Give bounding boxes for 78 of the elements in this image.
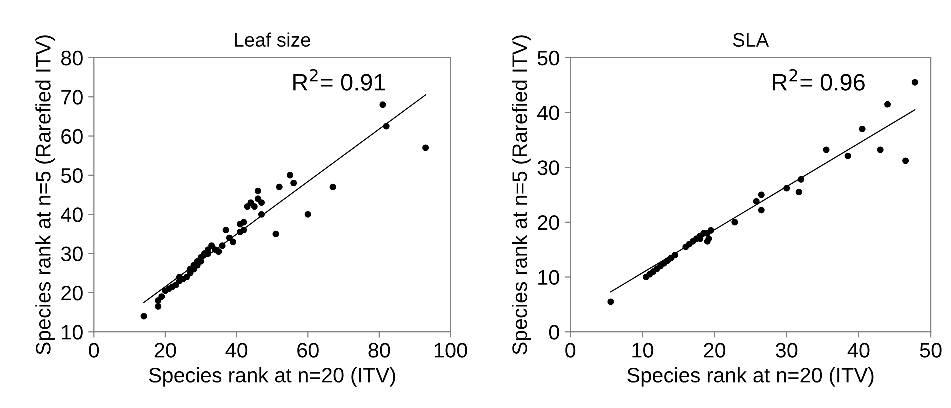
annotation: R$^{2}$= 0.96 <box>773 69 865 91</box>
point <box>304 211 312 218</box>
point <box>704 238 711 245</box>
x-axis-title: Species rank at n=20 (ITV) <box>628 368 874 387</box>
y-tick-label: 50 <box>61 168 83 184</box>
point <box>287 172 294 179</box>
point <box>753 198 760 205</box>
x-tick-label: 100 <box>434 343 468 358</box>
x-tick-label: 10 <box>632 343 654 358</box>
x-tick-label: 20 <box>154 343 176 358</box>
point <box>859 126 866 132</box>
point <box>330 184 336 190</box>
x-tick-label: 30 <box>776 343 798 358</box>
chart-title: SLA <box>733 33 770 48</box>
point <box>708 227 714 234</box>
point <box>216 248 222 256</box>
x-tick-label: 20 <box>704 343 726 358</box>
point <box>380 102 386 108</box>
point <box>383 123 390 130</box>
point <box>219 242 226 250</box>
point <box>230 238 236 246</box>
point <box>258 200 266 206</box>
point <box>251 204 258 210</box>
point <box>784 185 790 192</box>
y-tick-label: 30 <box>61 246 83 262</box>
x-tick-label: 0 <box>566 343 576 358</box>
y-tick-label: 80 <box>61 50 83 66</box>
point <box>672 252 678 259</box>
y-tick-label: 10 <box>538 270 560 286</box>
point <box>172 282 180 288</box>
point <box>240 219 248 226</box>
point <box>222 227 230 234</box>
x-axis-title: Species rank at n=20 (ITV) <box>149 368 396 387</box>
point <box>884 101 892 108</box>
point <box>798 176 805 183</box>
x-tick-label: 50 <box>920 343 942 358</box>
y-tick-label: 0 <box>549 325 560 340</box>
y-tick-label: 60 <box>62 129 83 144</box>
point <box>912 79 918 86</box>
y-axis-title: Species rank at n=5 (Rarefied ITV) <box>36 36 56 355</box>
y-tick-label: 30 <box>538 160 560 176</box>
point <box>226 234 233 242</box>
point <box>276 184 283 190</box>
y-axis-title: Species rank at n=5 (Rarefied ITV) <box>512 36 532 355</box>
point <box>155 303 162 310</box>
y-tick-label: 10 <box>62 325 83 340</box>
point <box>158 294 166 300</box>
y-tick-label: 40 <box>537 106 560 121</box>
y-tick-label: 50 <box>538 50 560 66</box>
x-tick-label: 0 <box>89 343 100 358</box>
point <box>422 144 430 152</box>
point <box>902 158 910 164</box>
x-tick-label: 40 <box>848 343 870 358</box>
point <box>254 188 262 194</box>
point <box>758 192 765 198</box>
point <box>823 146 830 154</box>
point <box>184 274 190 281</box>
point <box>608 298 614 306</box>
annotation: R$^{2}$= 0.91 <box>294 69 386 91</box>
x-tick-label: 40 <box>226 343 248 358</box>
y-tick-label: 20 <box>62 286 83 301</box>
point <box>290 180 298 187</box>
x-tick-label: 60 <box>298 343 319 358</box>
point <box>140 313 148 320</box>
chart-title: Leaf size <box>235 32 311 48</box>
y-tick-label: 20 <box>538 215 560 230</box>
point <box>796 189 802 196</box>
point <box>272 230 280 238</box>
point <box>258 211 266 218</box>
point <box>844 152 852 160</box>
point <box>240 227 248 234</box>
point <box>877 146 884 154</box>
point <box>732 219 738 226</box>
y-tick-label: 70 <box>62 90 83 105</box>
x-tick-label: 80 <box>368 343 390 358</box>
point <box>758 207 765 214</box>
y-tick-label: 40 <box>61 208 83 222</box>
point <box>198 254 204 261</box>
